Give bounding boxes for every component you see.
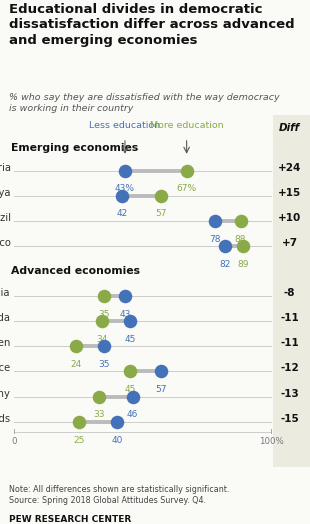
Text: PEW RESEARCH CENTER: PEW RESEARCH CENTER bbox=[9, 515, 131, 524]
Text: More education: More education bbox=[150, 122, 224, 130]
Text: 45: 45 bbox=[124, 335, 136, 344]
Text: Australia: Australia bbox=[0, 288, 11, 298]
FancyBboxPatch shape bbox=[273, 115, 310, 467]
Point bbox=[115, 418, 120, 426]
Text: Canada: Canada bbox=[0, 313, 11, 323]
Text: +15: +15 bbox=[278, 188, 301, 198]
Text: Kenya: Kenya bbox=[0, 188, 11, 198]
Text: 100%: 100% bbox=[259, 437, 284, 446]
Text: Brazil: Brazil bbox=[0, 213, 11, 223]
Point bbox=[130, 392, 135, 401]
Text: 67%: 67% bbox=[177, 184, 197, 193]
Point bbox=[99, 317, 104, 325]
Text: +7: +7 bbox=[281, 238, 298, 248]
Text: Less education: Less education bbox=[89, 122, 161, 130]
Point bbox=[76, 418, 81, 426]
Text: 42: 42 bbox=[117, 210, 128, 219]
Text: 78: 78 bbox=[209, 235, 221, 244]
Text: 0: 0 bbox=[12, 437, 17, 446]
Text: 57: 57 bbox=[155, 385, 167, 394]
Text: % who say they are dissatisfied with the way democracy
is working in their count: % who say they are dissatisfied with the… bbox=[9, 93, 280, 113]
Text: 46: 46 bbox=[127, 410, 138, 419]
Point bbox=[102, 342, 107, 351]
Point bbox=[241, 242, 246, 250]
Point bbox=[238, 216, 243, 225]
Point bbox=[212, 216, 217, 225]
Point bbox=[128, 317, 133, 325]
Text: Nigeria: Nigeria bbox=[0, 162, 11, 172]
Text: Diff: Diff bbox=[279, 123, 300, 133]
Point bbox=[122, 166, 127, 174]
Text: Germany: Germany bbox=[0, 389, 11, 399]
Text: 35: 35 bbox=[99, 360, 110, 369]
Text: Advanced economies: Advanced economies bbox=[11, 266, 140, 276]
Point bbox=[102, 292, 107, 300]
Text: -13: -13 bbox=[280, 389, 299, 399]
Text: 89: 89 bbox=[237, 260, 249, 269]
Text: 33: 33 bbox=[94, 410, 105, 419]
Text: -11: -11 bbox=[280, 339, 299, 348]
Point bbox=[97, 392, 102, 401]
Text: -11: -11 bbox=[280, 313, 299, 323]
Text: Netherlands: Netherlands bbox=[0, 413, 11, 424]
Text: Emerging economies: Emerging economies bbox=[11, 143, 138, 153]
Point bbox=[120, 191, 125, 200]
Text: 40: 40 bbox=[112, 435, 123, 444]
Point bbox=[184, 166, 189, 174]
Point bbox=[128, 367, 133, 376]
Text: France: France bbox=[0, 364, 11, 374]
Text: -12: -12 bbox=[280, 364, 299, 374]
Text: -8: -8 bbox=[284, 288, 295, 298]
Text: 25: 25 bbox=[73, 435, 84, 444]
Point bbox=[74, 342, 79, 351]
Text: 34: 34 bbox=[96, 335, 108, 344]
Text: 43: 43 bbox=[119, 310, 131, 319]
Text: Sweden: Sweden bbox=[0, 339, 11, 348]
Point bbox=[223, 242, 228, 250]
Text: +24: +24 bbox=[278, 162, 301, 172]
Text: 57: 57 bbox=[155, 210, 167, 219]
Text: 35: 35 bbox=[99, 310, 110, 319]
Text: -15: -15 bbox=[280, 413, 299, 424]
Point bbox=[158, 367, 163, 376]
Text: 88: 88 bbox=[235, 235, 246, 244]
Text: Mexico: Mexico bbox=[0, 238, 11, 248]
Point bbox=[158, 191, 163, 200]
Text: 82: 82 bbox=[219, 260, 231, 269]
Text: Educational divides in democratic
dissatisfaction differ across advanced
and eme: Educational divides in democratic dissat… bbox=[9, 3, 295, 47]
Point bbox=[122, 292, 127, 300]
Text: 24: 24 bbox=[70, 360, 82, 369]
Text: 43%: 43% bbox=[115, 184, 135, 193]
Text: +10: +10 bbox=[278, 213, 301, 223]
Text: 45: 45 bbox=[124, 385, 136, 394]
Text: Note: All differences shown are statistically significant.
Source: Spring 2018 G: Note: All differences shown are statisti… bbox=[9, 485, 230, 505]
